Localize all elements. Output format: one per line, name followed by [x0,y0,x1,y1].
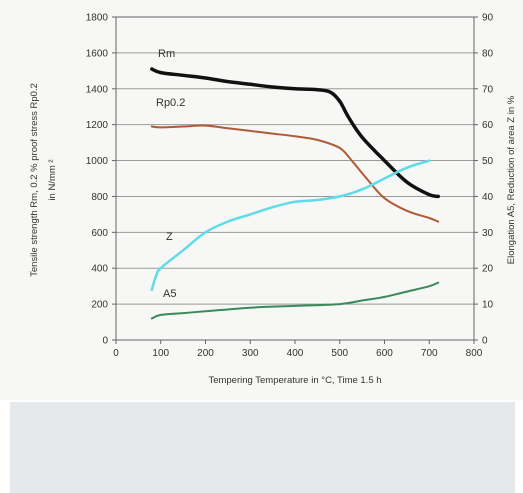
x-tick-label: 800 [466,348,483,359]
x-tick-label: 500 [331,348,348,359]
series-labels: Rm Rp0.2 Z A5 [156,48,185,300]
series-line-z [150,159,431,292]
series-line-rp02 [150,124,440,223]
series-lines [150,67,440,320]
footer-panel [10,402,515,493]
series-label-rm: Rm [158,48,175,60]
x-axis-label: Tempering Temperature in °C, Time 1.5 h [208,375,381,386]
y-left-tick-label: 1400 [86,84,109,95]
y-right-tick-label: 50 [482,156,494,167]
x-tick-label: 0 [113,348,119,359]
series-line-rm [150,67,440,199]
series-label-z: Z [166,231,173,243]
grid-lines [116,16,474,305]
series-line-a5 [150,281,440,320]
x-tick-label: 100 [152,348,169,359]
x-tick-label: 400 [287,348,304,359]
y-left-tick-label: 0 [102,336,108,347]
x-tick-label: 300 [242,348,259,359]
x-tick-label: 600 [376,348,393,359]
tick-labels: 0200400600800100012001400160018000102030… [86,13,494,360]
y-right-tick-label: 10 [482,300,494,311]
series-label-rp02: Rp0.2 [156,97,185,109]
y-left-tick-label: 600 [91,228,108,239]
y-left-tick-label: 1000 [86,156,109,167]
chart-panel: 0 200 400 600 800 1000 1200 1400 1600 1800 0 10 20 30… [29,12,517,387]
y-left-tick-label: 200 [91,300,108,311]
y-right-tick-label: 0 [482,336,488,347]
y-right-tick-label: 70 [482,84,494,95]
y-axis-left-label-line1: Tensile strength Rm, 0.2 % proof stress … [29,83,40,277]
y-right-tick-label: 90 [482,13,494,24]
y-right-tick-label: 20 [482,264,494,275]
series-label-a5: A5 [163,288,176,300]
y-left-tick-label: 400 [91,264,108,275]
y-right-tick-label: 60 [482,120,494,131]
y-axis-right-label: Elongation A5, Reduction of area Z in % [506,95,517,264]
y-left-tick-label: 800 [91,192,108,203]
y-right-tick-label: 30 [482,228,494,239]
x-tick-label: 200 [197,348,214,359]
y-right-tick-label: 80 [482,48,494,59]
y-left-tick-label: 1600 [86,48,109,59]
x-tick-label: 700 [421,348,438,359]
y-right-tick-label: 40 [482,192,494,203]
tempering-chart: 0200400600800100012001400160018000102030… [29,13,517,387]
y-axis-left-label-line2: in N/mm ² [47,159,58,200]
y-left-tick-label: 1800 [86,13,109,24]
y-left-tick-label: 1200 [86,120,109,131]
